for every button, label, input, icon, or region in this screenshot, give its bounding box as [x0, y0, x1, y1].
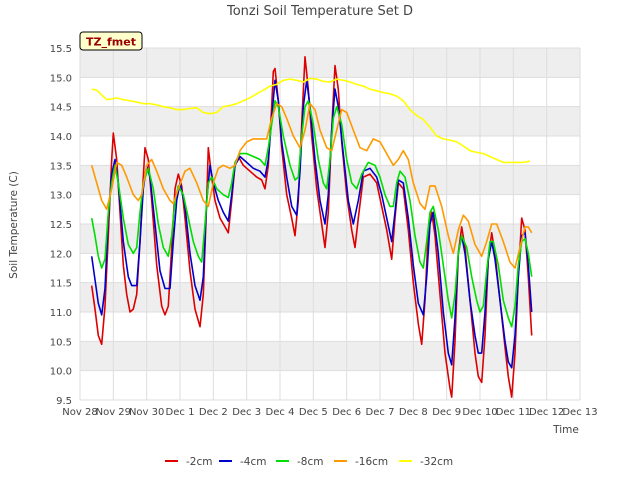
y-tick-label: 15.0	[50, 73, 72, 84]
y-tick-label: 14.5	[50, 103, 72, 114]
legend-item: -32cm	[399, 456, 453, 468]
y-tick-label: 12.5	[50, 220, 72, 231]
plot-band	[80, 341, 580, 371]
x-tick-label: Dec 5	[299, 407, 328, 418]
legend-item: -16cm	[334, 456, 388, 468]
legend-item: -4cm	[219, 456, 266, 468]
legend: -2cm -4cm -8cm -16cm -32cm	[165, 456, 453, 468]
y-tick-label: 13.5	[50, 161, 72, 172]
series-lines	[90, 56, 533, 398]
badge-box	[79, 31, 143, 51]
y-tick-label: 13.0	[50, 191, 72, 202]
series-line-neg-8cm	[90, 100, 533, 328]
legend-label: -16cm	[355, 456, 388, 468]
legend-item: -8cm	[276, 456, 323, 468]
x-tick-label: Dec 11	[496, 407, 531, 418]
x-tick-label: Dec 6	[332, 407, 361, 418]
x-tick-label: Nov 28	[62, 407, 97, 418]
x-tick-label: Dec 8	[399, 407, 428, 418]
series-badge: TZ_fmet	[79, 31, 143, 51]
plot-band	[80, 106, 580, 136]
legend-label: -8cm	[297, 456, 323, 468]
x-axis-label: Time	[552, 424, 579, 436]
series-line-neg-32cm	[91, 77, 531, 164]
x-tick-label: Nov 30	[129, 407, 164, 418]
x-tick-label: Dec 3	[232, 407, 261, 418]
legend-item: -2cm	[165, 456, 212, 468]
legend-label: -4cm	[240, 456, 266, 468]
legend-label: -2cm	[186, 456, 212, 468]
x-tick-label: Dec 2	[199, 407, 228, 418]
x-tick-label: Dec 4	[266, 407, 295, 418]
y-tick-label: 10.0	[50, 367, 72, 378]
y-tick-label: 11.5	[50, 279, 72, 290]
x-tick-label: Dec 9	[432, 407, 461, 418]
y-axis-label: Soil Temperature (C)	[8, 171, 20, 279]
x-tick-label: Dec 12	[529, 407, 564, 418]
chart-title: Tonzi Soil Temperature Set D	[226, 4, 413, 19]
y-tick-label: 10.5	[50, 337, 72, 348]
badge-text: TZ_fmet	[86, 36, 136, 49]
y-tick-label: 14.0	[50, 132, 72, 143]
y-tick-label: 9.5	[56, 396, 72, 407]
x-tick-label: Dec 1	[166, 407, 195, 418]
x-tick-label: Dec 7	[366, 407, 395, 418]
plot-band	[80, 48, 580, 78]
grid-lines	[79, 47, 581, 401]
x-tick-label: Dec 10	[462, 407, 497, 418]
x-tick-label: Dec 13	[562, 407, 597, 418]
y-tick-label: 12.0	[50, 249, 72, 260]
plot-band	[80, 282, 580, 312]
series-line-neg-16cm	[90, 102, 533, 269]
y-tick-label: 15.5	[50, 44, 72, 55]
y-tick-labels: 9.5 10.0 10.5 11.0 11.5 12.0 12.5 13.0 13.5 14.0 1…	[50, 44, 72, 407]
x-tick-label: Nov 29	[96, 407, 131, 418]
legend-label: -32cm	[420, 456, 453, 468]
y-tick-label: 11.0	[50, 308, 72, 319]
